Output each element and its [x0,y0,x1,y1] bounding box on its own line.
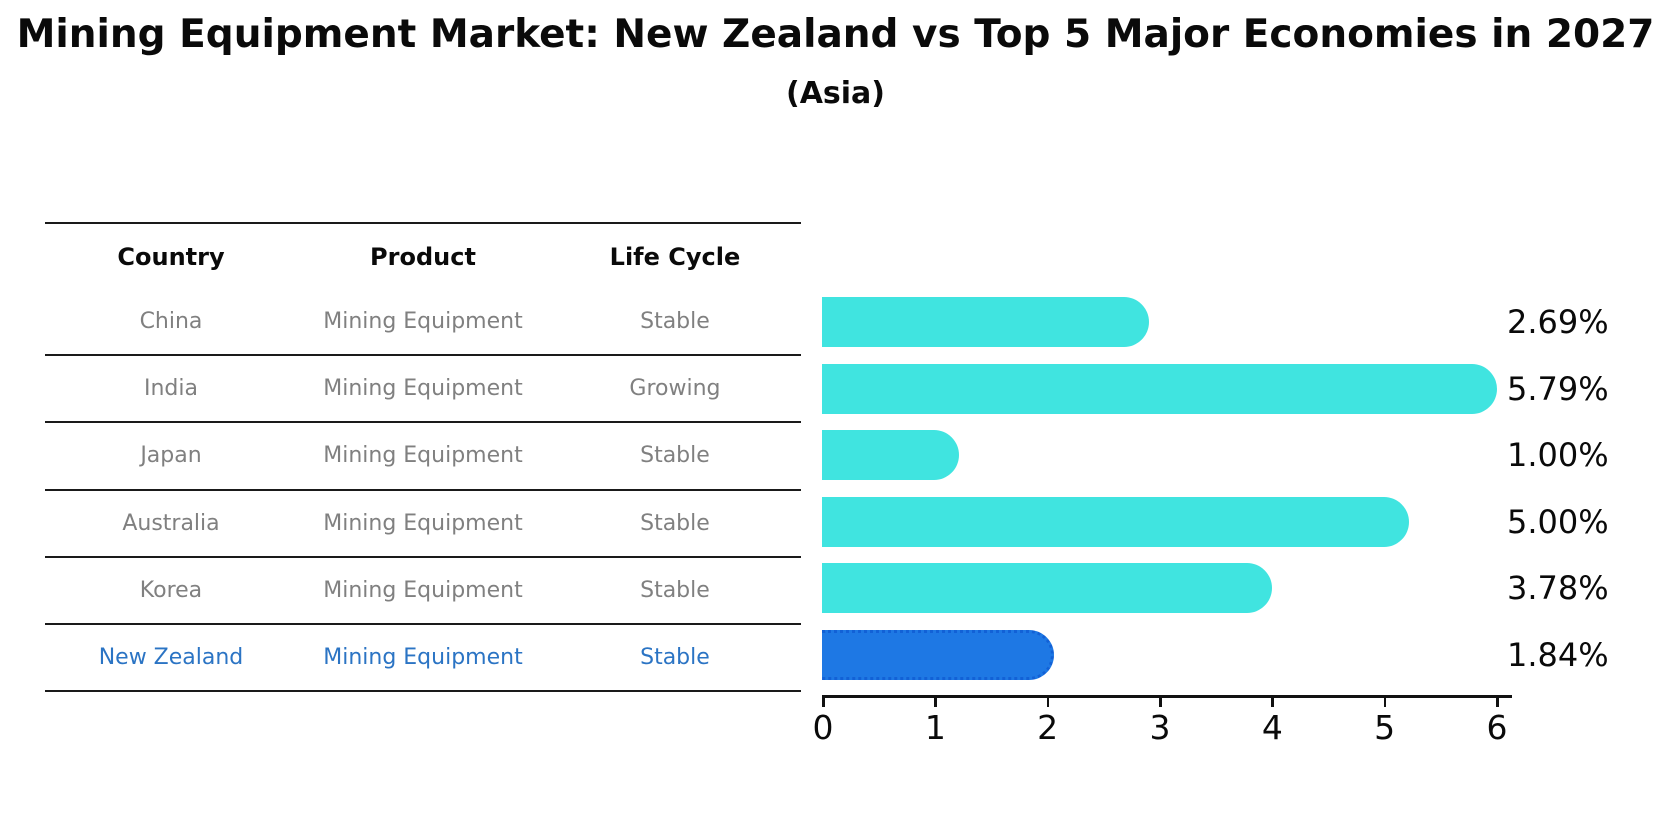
table-cell: Mining Equipment [323,309,523,335]
bar-australia [822,496,1409,547]
bar-slot [822,489,1512,556]
value-label: 2.69% [1507,303,1609,342]
x-tick-label: 0 [812,708,834,747]
table-cell: Mining Equipment [323,443,523,469]
bar-slot [822,622,1512,689]
x-tick-label: 5 [1374,708,1396,747]
table-cell: Stable [640,443,710,469]
column-header-product: Product [370,242,476,271]
table-cell: China [139,309,203,335]
bar-slot [822,289,1512,356]
table-cell: Stable [640,510,710,536]
value-label-slot: 5.00% [1507,489,1667,556]
bar-india [822,363,1498,414]
table-cell: Stable [640,577,710,603]
table-row-new-zealand: New Zealand Mining Equipment Stable [45,622,801,690]
table-row-australia: Australia Mining Equipment Stable [45,488,801,556]
x-tick [1496,697,1499,707]
x-tick-label: 6 [1486,708,1508,747]
x-tick [822,697,825,707]
country-table: Country Product Life Cycle China Mining E… [45,222,801,692]
x-tick-label: 3 [1149,708,1171,747]
value-label: 5.79% [1507,369,1609,408]
value-label-slot: 1.00% [1507,422,1667,489]
bar-slot [822,422,1512,489]
bar-japan [822,430,960,481]
value-label: 3.78% [1507,569,1609,608]
table-cell: Mining Equipment [323,376,523,402]
bar-new-zealand [822,629,1054,680]
table-cell: Japan [140,443,202,469]
table-row-korea: Korea Mining Equipment Stable [45,555,801,623]
table-cell: Stable [640,309,710,335]
value-label: 5.00% [1507,502,1609,541]
chart-title: Mining Equipment Market: New Zealand vs … [16,12,1655,57]
value-label: 1.00% [1507,436,1609,475]
value-label-slot: 1.84% [1507,622,1667,689]
value-label-slot: 5.79% [1507,356,1667,423]
x-tick [934,697,937,707]
x-axis [822,695,1512,698]
chart-subtitle: (Asia) [785,76,886,111]
x-tick [1046,697,1050,707]
bar-plot-area [822,289,1512,688]
bar-slot [822,555,1512,622]
x-tick-label: 4 [1261,708,1283,747]
x-tick-label: 1 [924,708,946,747]
table-cell: India [143,376,198,402]
table-cell: Growing [629,376,721,402]
table-row-china: China Mining Equipment Stable [45,289,801,354]
x-tick-label: 2 [1037,708,1059,747]
table-cell: Mining Equipment [323,644,523,670]
bar-slot [822,356,1512,423]
x-tick [1159,697,1162,707]
table-cell: Mining Equipment [323,577,523,603]
column-header-country: Country [117,242,225,271]
table-cell: Australia [122,510,220,536]
x-tick [1383,697,1387,707]
table-row-japan: Japan Mining Equipment Stable [45,421,801,488]
value-label-slot: 2.69% [1507,289,1667,356]
table-cell: Mining Equipment [323,510,523,536]
table-header-row: Country Product Life Cycle [45,224,801,289]
table-cell: Stable [640,644,710,670]
bar-korea [822,563,1272,614]
value-label: 1.84% [1507,635,1609,674]
column-header-life-cycle: Life Cycle [609,242,741,271]
bar-china [822,297,1150,348]
table-cell: Korea [139,577,203,603]
value-label-slot: 3.78% [1507,555,1667,622]
x-tick [1271,697,1274,707]
table-row-india: India Mining Equipment Growing [45,354,801,421]
table-cell: New Zealand [98,644,244,670]
value-label-column: 2.69% 5.79% 1.00% 5.00% 3.78% 1.84% [1507,289,1667,688]
